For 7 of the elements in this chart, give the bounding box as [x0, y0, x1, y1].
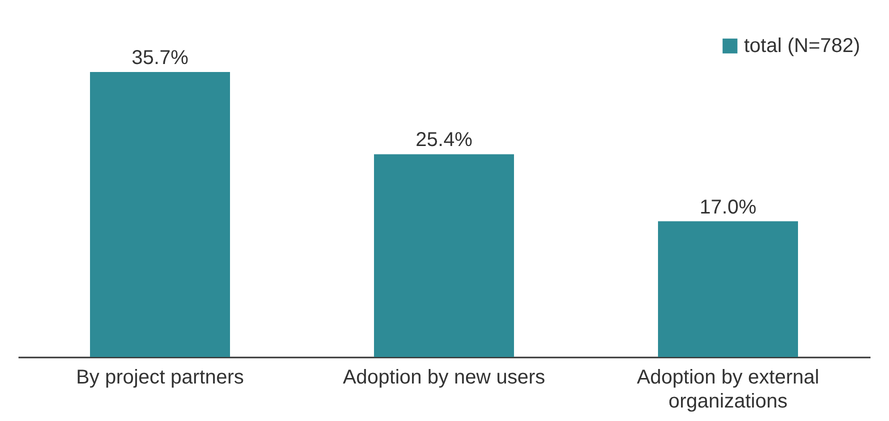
data-label: 25.4%: [416, 129, 473, 152]
data-label: 35.7%: [132, 47, 189, 69]
x-tick-label: By project partners: [76, 366, 244, 388]
x-tick-label: Adoption by new users: [342, 366, 546, 388]
data-label: 17.0%: [700, 196, 757, 218]
legend-label: total (N=782): [744, 35, 860, 57]
x-tick-label: Adoption by external organizations: [636, 366, 820, 412]
